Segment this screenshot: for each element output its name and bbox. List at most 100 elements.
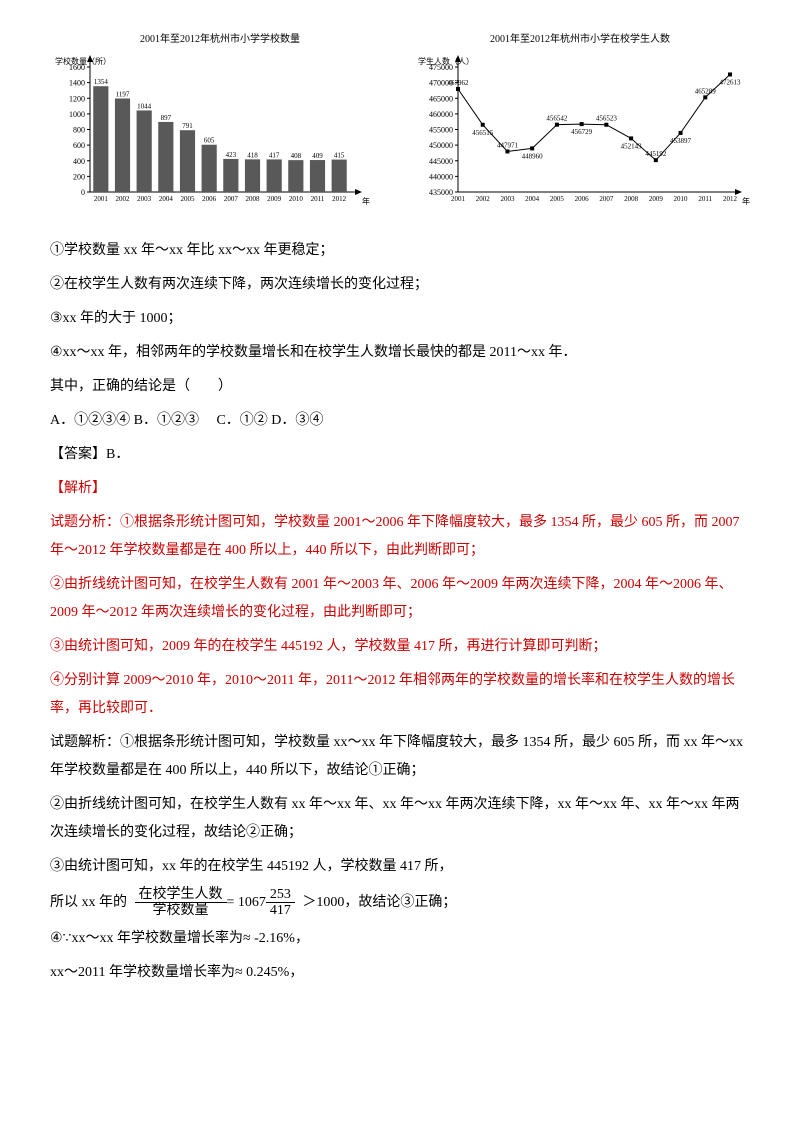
svg-text:465000: 465000 xyxy=(429,94,453,103)
svg-text:448960: 448960 xyxy=(522,152,544,160)
svg-text:2007: 2007 xyxy=(224,195,239,203)
explain-2: ②由折线统计图可知，在校学生人数有 xx 年～xx 年、xx 年～xx 年两次连… xyxy=(50,791,750,847)
svg-text:400: 400 xyxy=(73,157,85,166)
charts-row: 2001年至2012年杭州市小学学校数量 学校数量（所）020040060080… xyxy=(50,30,750,217)
svg-text:2009: 2009 xyxy=(649,195,664,203)
frac1-num: 在校学生人数 xyxy=(135,887,227,903)
svg-text:2001: 2001 xyxy=(94,195,109,203)
svg-text:445000: 445000 xyxy=(429,157,453,166)
statement-2: ②在校学生人数有两次连续下降，两次连续增长的变化过程； xyxy=(50,271,750,299)
svg-text:409: 409 xyxy=(312,152,323,160)
svg-text:2006: 2006 xyxy=(575,195,590,203)
bar-chart-svg: 学校数量（所）020040060080010001200140016001354… xyxy=(50,52,370,217)
svg-text:408: 408 xyxy=(291,152,302,160)
svg-text:475000: 475000 xyxy=(429,63,453,72)
statement-1: ①学校数量 xx 年～xx 年比 xx～xx 年更稳定； xyxy=(50,237,750,265)
svg-text:1044: 1044 xyxy=(137,102,152,110)
formula: 在校学生人数 学校数量 = 1067 253 417 xyxy=(135,887,295,919)
svg-text:200: 200 xyxy=(73,172,85,181)
svg-text:2008: 2008 xyxy=(624,195,639,203)
svg-text:2004: 2004 xyxy=(159,195,174,203)
svg-text:456515: 456515 xyxy=(472,129,494,137)
explain-4a: 所以 xx 年的 xyxy=(50,895,127,910)
svg-text:2009: 2009 xyxy=(267,195,282,203)
bar-chart-title: 2001年至2012年杭州市小学学校数量 xyxy=(50,30,390,50)
line-chart-svg: 学生人数（人）435000440000445000450000455000460… xyxy=(410,52,750,217)
svg-text:2005: 2005 xyxy=(181,195,196,203)
svg-text:791: 791 xyxy=(182,122,193,130)
svg-text:452143: 452143 xyxy=(621,142,643,150)
eq-text: = 1067 xyxy=(227,889,266,917)
svg-text:423: 423 xyxy=(226,151,237,159)
analysis-head: 【解析】 xyxy=(50,475,750,503)
answer: 【答案】B． xyxy=(50,441,750,469)
svg-text:2012: 2012 xyxy=(332,195,347,203)
svg-text:418: 418 xyxy=(247,151,258,159)
statement-4: ④xx～xx 年，相邻两年的学校数量增长和在校学生人数增长最快的都是 2011～… xyxy=(50,339,750,367)
svg-text:472613: 472613 xyxy=(720,78,742,86)
svg-text:415: 415 xyxy=(334,152,345,160)
svg-text:2003: 2003 xyxy=(500,195,515,203)
svg-text:456523: 456523 xyxy=(596,115,618,123)
explain-4b: ＞1000，故结论③正确； xyxy=(302,895,456,910)
question-prompt: 其中，正确的结论是（ ） xyxy=(50,373,750,401)
svg-text:2010: 2010 xyxy=(674,195,689,203)
bar-chart: 2001年至2012年杭州市小学学校数量 学校数量（所）020040060080… xyxy=(50,30,390,217)
svg-text:1200: 1200 xyxy=(69,94,85,103)
svg-text:605: 605 xyxy=(204,137,215,145)
svg-text:445192: 445192 xyxy=(645,150,667,158)
svg-text:440000: 440000 xyxy=(429,172,453,181)
svg-text:2002: 2002 xyxy=(476,195,491,203)
explain-5: ④∵xx～xx 年学校数量增长率为≈ -2.16%， xyxy=(50,925,750,953)
svg-text:2002: 2002 xyxy=(116,195,131,203)
svg-text:2001: 2001 xyxy=(451,195,466,203)
svg-text:1600: 1600 xyxy=(69,63,85,72)
explain-4: 所以 xx 年的 在校学生人数 学校数量 = 1067 253 417 ＞100… xyxy=(50,887,750,919)
svg-text:447971: 447971 xyxy=(497,141,519,149)
svg-text:1197: 1197 xyxy=(116,90,130,98)
svg-text:2007: 2007 xyxy=(599,195,614,203)
frac2-num: 253 xyxy=(266,887,295,903)
line-chart: 2001年至2012年杭州市小学在校学生人数 学生人数（人）4350004400… xyxy=(410,30,750,217)
analysis-4: ④分别计算 2009～2010 年，2010～2011 年，2011～2012 … xyxy=(50,667,750,723)
svg-text:1354: 1354 xyxy=(94,78,109,86)
analysis-3: ③由统计图可知，2009 年的在校学生 445192 人，学校数量 417 所，… xyxy=(50,633,750,661)
explain-1: 试题解析：①根据条形统计图可知，学校数量 xx～xx 年下降幅度较大，最多 13… xyxy=(50,729,750,785)
line-chart-title: 2001年至2012年杭州市小学在校学生人数 xyxy=(410,30,750,50)
svg-text:2011: 2011 xyxy=(698,195,712,203)
svg-text:2006: 2006 xyxy=(202,195,217,203)
frac1-den: 学校数量 xyxy=(149,903,213,918)
svg-text:0: 0 xyxy=(81,188,85,197)
svg-text:2012: 2012 xyxy=(723,195,738,203)
svg-text:435000: 435000 xyxy=(429,188,453,197)
svg-text:2011: 2011 xyxy=(311,195,325,203)
fraction-2: 253 417 xyxy=(266,887,295,919)
svg-text:年份: 年份 xyxy=(742,196,750,206)
svg-text:800: 800 xyxy=(73,126,85,135)
fraction-1: 在校学生人数 学校数量 xyxy=(135,887,227,919)
svg-text:456729: 456729 xyxy=(571,128,593,136)
svg-text:2005: 2005 xyxy=(550,195,565,203)
svg-text:2003: 2003 xyxy=(137,195,152,203)
svg-text:年份: 年份 xyxy=(362,196,370,206)
svg-text:465289: 465289 xyxy=(695,87,717,95)
svg-text:2004: 2004 xyxy=(525,195,540,203)
svg-text:600: 600 xyxy=(73,141,85,150)
frac2-den: 417 xyxy=(266,903,295,918)
analysis-2: ②由折线统计图可知，在校学生人数有 2001 年～2003 年、2006 年～2… xyxy=(50,571,750,627)
svg-text:460000: 460000 xyxy=(429,110,453,119)
explain-3: ③由统计图可知，xx 年的在校学生 445192 人，学校数量 417 所， xyxy=(50,853,750,881)
svg-text:456542: 456542 xyxy=(546,115,568,123)
analysis-1: 试题分析：①根据条形统计图可知，学校数量 2001～2006 年下降幅度较大，最… xyxy=(50,509,750,565)
options: A．①②③④ B．①②③ C．①② D．③④ xyxy=(50,407,750,435)
svg-text:1400: 1400 xyxy=(69,79,85,88)
svg-text:897: 897 xyxy=(161,114,172,122)
svg-text:453897: 453897 xyxy=(670,137,692,145)
explain-6: xx～2011 年学校数量增长率为≈ 0.245%， xyxy=(50,959,750,987)
svg-text:2010: 2010 xyxy=(289,195,304,203)
svg-text:2008: 2008 xyxy=(246,195,261,203)
svg-text:455000: 455000 xyxy=(429,126,453,135)
svg-text:450000: 450000 xyxy=(429,141,453,150)
svg-text:417: 417 xyxy=(269,151,280,159)
svg-text:1000: 1000 xyxy=(69,110,85,119)
